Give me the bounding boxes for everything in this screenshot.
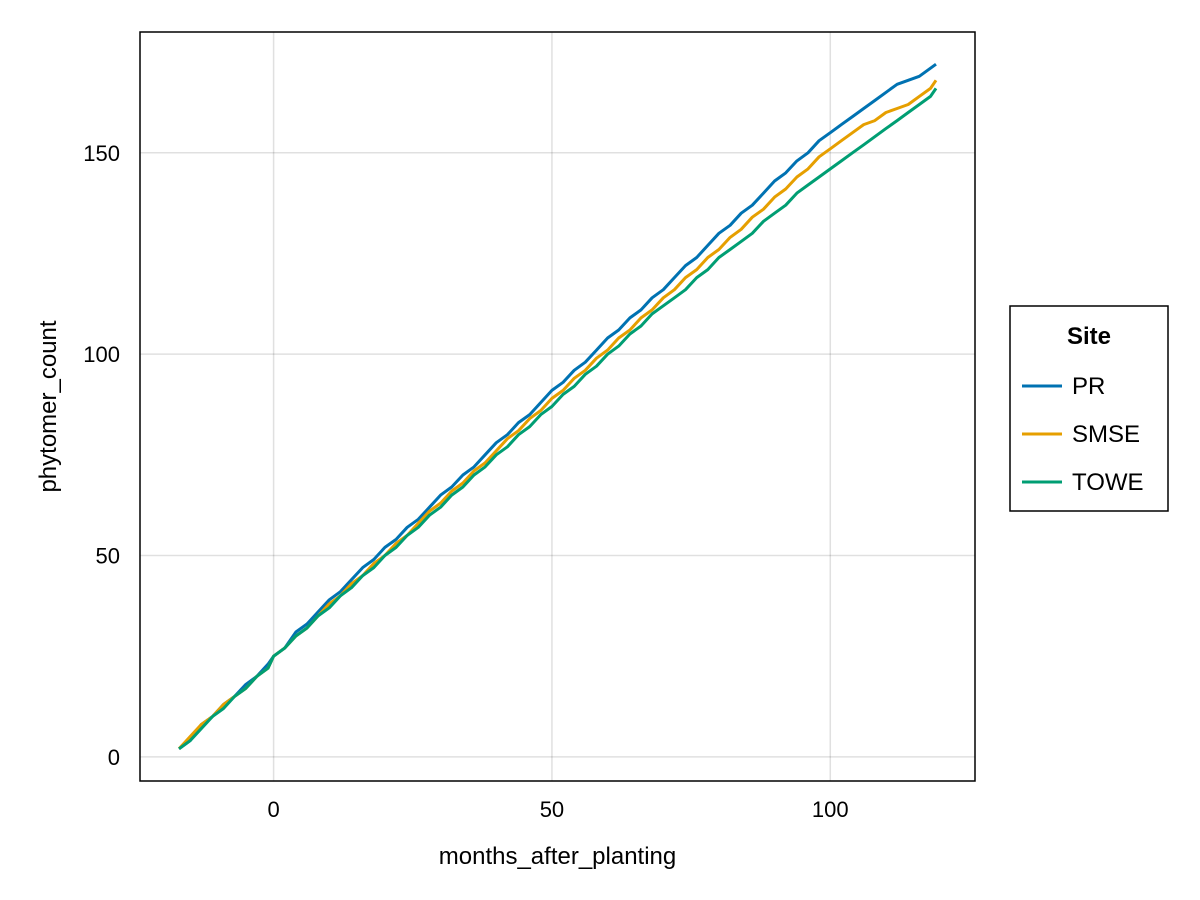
- legend-title: Site: [1067, 323, 1111, 350]
- legend-box: [1009, 305, 1169, 512]
- y-tick-label: 100: [83, 342, 120, 367]
- y-tick-label: 50: [96, 543, 120, 568]
- legend-label-smse: SMSE: [1072, 421, 1140, 448]
- x-tick-label: 50: [540, 797, 564, 822]
- series-layer: [177, 62, 938, 751]
- y-tick-label: 0: [108, 745, 120, 770]
- series-line-towe: [178, 87, 938, 751]
- x-tick-labels: 0 50 100: [267, 797, 848, 822]
- x-axis-title: months_after_planting: [439, 843, 677, 870]
- x-tick-label: 0: [267, 797, 279, 822]
- y-tick-labels: 0 50 100 150: [83, 141, 120, 770]
- series-line-pr: [178, 62, 937, 751]
- legend-label-towe: TOWE: [1072, 469, 1144, 496]
- series-line-smse: [177, 79, 938, 750]
- grid-layer: [140, 32, 975, 781]
- plot-area-frame: [139, 31, 976, 782]
- legend-label-pr: PR: [1072, 373, 1105, 400]
- y-tick-label: 150: [83, 141, 120, 166]
- legend: Site PR SMSE TOWE: [1009, 305, 1169, 512]
- x-tick-label: 100: [812, 797, 849, 822]
- y-axis-title: phytomer_count: [35, 320, 62, 492]
- legend-items: PR SMSE TOWE: [1022, 373, 1144, 496]
